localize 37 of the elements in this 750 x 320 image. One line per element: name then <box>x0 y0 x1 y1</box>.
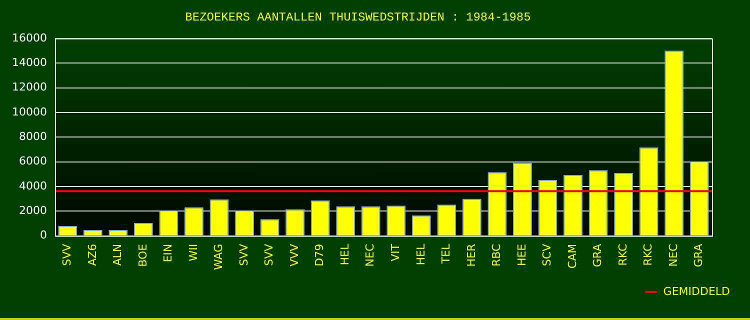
x-tick-label: AZ6 <box>86 244 99 266</box>
y-tick-label: 4000 <box>18 179 47 192</box>
x-tick-label: SVV <box>237 243 250 266</box>
y-tick-label: 0 <box>40 228 47 242</box>
x-tick-label: VIT <box>388 244 402 262</box>
x-tick-label: CAM <box>566 244 579 269</box>
y-tick-label: 14000 <box>12 56 47 69</box>
y-tick-label: 6000 <box>18 154 47 168</box>
y-tick-label: 8000 <box>18 130 47 143</box>
x-tick-label: SCV <box>540 243 554 266</box>
x-tick-label: RKC <box>616 244 630 266</box>
y-tick-label: 10000 <box>12 105 47 118</box>
x-tick-label: ALN <box>111 244 124 266</box>
x-tick-label: SVV <box>262 243 276 266</box>
x-tick-label: HER <box>464 244 478 267</box>
x-tick-label: VVV <box>288 243 301 266</box>
x-tick-label: SVV <box>60 243 74 266</box>
x-tick-label: NEC <box>666 244 680 267</box>
x-tick-label: EIN <box>162 244 175 262</box>
x-tick-label: HEL <box>414 243 428 266</box>
y-tick-label: 2000 <box>18 204 47 218</box>
x-tick-label: WAG <box>212 244 226 270</box>
x-tick-label: RBC <box>490 244 504 267</box>
y-tick-label: 16000 <box>12 31 47 44</box>
x-tick-label: D79 <box>313 244 326 266</box>
x-tick-label: BOE <box>136 244 150 267</box>
x-tick-label: HEE <box>515 244 528 266</box>
x-tick-label: HEL <box>338 243 352 266</box>
y-tick-label: 12000 <box>12 80 47 94</box>
x-tick-label: RKC <box>642 244 655 266</box>
legend-label: GEMIDDELD <box>663 285 730 298</box>
x-tick-label: WII <box>186 244 200 262</box>
x-tick-label: NEC <box>364 244 377 267</box>
x-tick-label: GRA <box>692 243 706 268</box>
chart-title: BEZOEKERS AANTALLEN THUISWEDSTRIJDEN : 1984-1985 <box>185 10 531 24</box>
x-tick-label: GRA <box>591 243 604 268</box>
x-tick-label: TEL <box>440 243 453 265</box>
